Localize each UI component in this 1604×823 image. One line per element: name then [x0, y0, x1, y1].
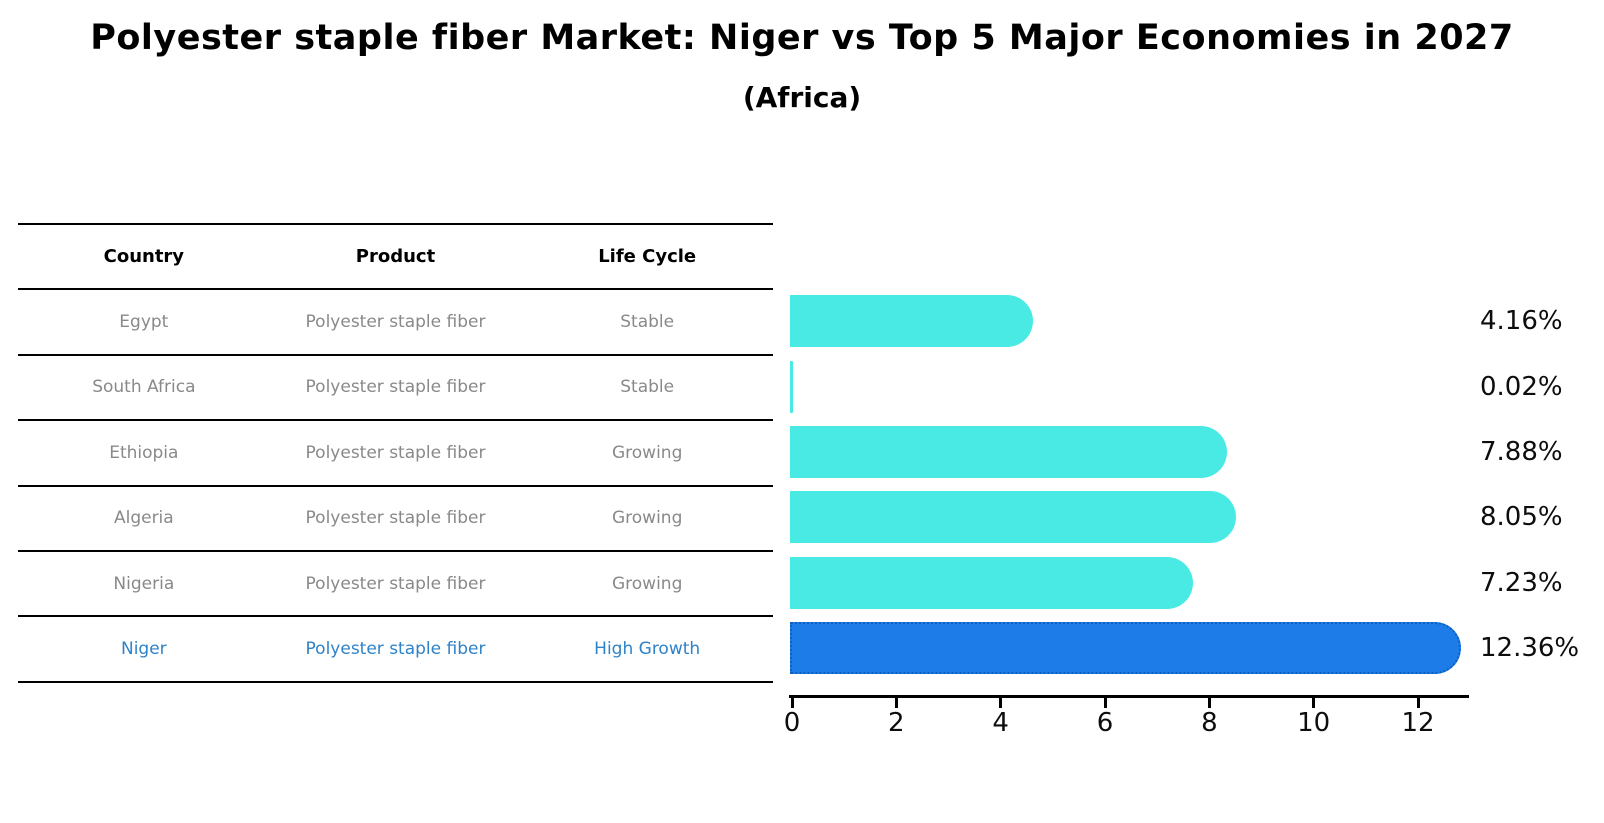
- x-tick-4: [999, 698, 1003, 708]
- x-tick-12: [1416, 698, 1420, 708]
- cell-life-cycle: Stable: [620, 312, 675, 333]
- x-tick-2: [894, 698, 898, 708]
- table-row-nigeria: Nigeria Polyester staple fiber Growing: [18, 549, 773, 615]
- table-body: Egypt Polyester staple fiber Stable South A…: [18, 288, 773, 680]
- cell-product: Polyester staple fiber: [305, 312, 486, 333]
- cell-life-cycle: Growing: [611, 442, 683, 463]
- table-row-south-africa: South Africa Polyester staple fiber Stable: [18, 353, 773, 419]
- x-tick-label-2: 2: [888, 708, 905, 738]
- cell-country: Ethiopia: [109, 442, 179, 463]
- cell-life-cycle: High Growth: [594, 639, 701, 660]
- value-label-nigeria: 7.23%: [1480, 567, 1563, 598]
- x-tick-8: [1207, 698, 1211, 708]
- cell-product: Polyester staple fiber: [305, 442, 486, 463]
- page-title: Polyester staple fiber Market: Niger vs …: [90, 18, 1514, 58]
- cell-country: Nigeria: [113, 573, 175, 594]
- cell-life-cycle: Growing: [611, 573, 683, 594]
- bar-south-africa: [790, 360, 793, 413]
- x-tick-label-12: 12: [1401, 708, 1435, 738]
- x-tick-10: [1312, 698, 1316, 708]
- cell-country: South Africa: [92, 377, 196, 398]
- cell-country: Egypt: [119, 312, 169, 333]
- bar-egypt: [790, 295, 1034, 348]
- cell-product: Polyester staple fiber: [305, 508, 486, 529]
- bar-ethiopia: [790, 425, 1228, 478]
- cell-country: Algeria: [113, 508, 174, 529]
- value-label-egypt: 4.16%: [1480, 306, 1563, 337]
- cell-life-cycle: Growing: [611, 508, 683, 529]
- table-row-ethiopia: Ethiopia Polyester staple fiber Growing: [18, 419, 773, 484]
- cell-product: Polyester staple fiber: [305, 573, 486, 594]
- value-label-niger: 12.36%: [1480, 633, 1580, 664]
- bar-algeria: [790, 491, 1236, 544]
- x-tick-label-6: 6: [1096, 708, 1114, 738]
- cell-product: Polyester staple fiber: [305, 377, 486, 398]
- value-label-south-africa: 0.02%: [1480, 371, 1563, 402]
- x-tick-0: [790, 698, 794, 708]
- bar-nigeria: [790, 556, 1194, 609]
- x-tick-label-10: 10: [1297, 708, 1331, 738]
- table-row-niger: Niger Polyester staple fiber High Growth: [18, 615, 773, 680]
- x-axis-line: [789, 695, 1469, 698]
- table-row-egypt: Egypt Polyester staple fiber Stable: [18, 288, 773, 353]
- column-header-life-cycle: Life Cycle: [598, 246, 697, 268]
- country-table: Country Product Life Cycle Egypt Polyeste…: [18, 223, 773, 683]
- page-subtitle: (Africa): [742, 81, 862, 114]
- cell-country: Niger: [120, 639, 167, 660]
- value-label-ethiopia: 7.88%: [1480, 436, 1563, 467]
- bar-niger: [790, 622, 1461, 675]
- cell-product: Polyester staple fiber: [305, 639, 486, 660]
- column-header-country: Country: [103, 246, 185, 268]
- cell-life-cycle: Stable: [620, 377, 675, 398]
- x-tick-6: [1103, 698, 1107, 708]
- x-tick-label-0: 0: [783, 708, 801, 738]
- x-tick-label-4: 4: [992, 708, 1009, 738]
- table-row-algeria: Algeria Polyester staple fiber Growing: [18, 484, 773, 550]
- value-label-algeria: 8.05%: [1480, 502, 1563, 533]
- column-header-product: Product: [355, 246, 436, 268]
- table-header-row: Country Product Life Cycle: [18, 223, 773, 288]
- x-tick-label-8: 8: [1201, 708, 1218, 738]
